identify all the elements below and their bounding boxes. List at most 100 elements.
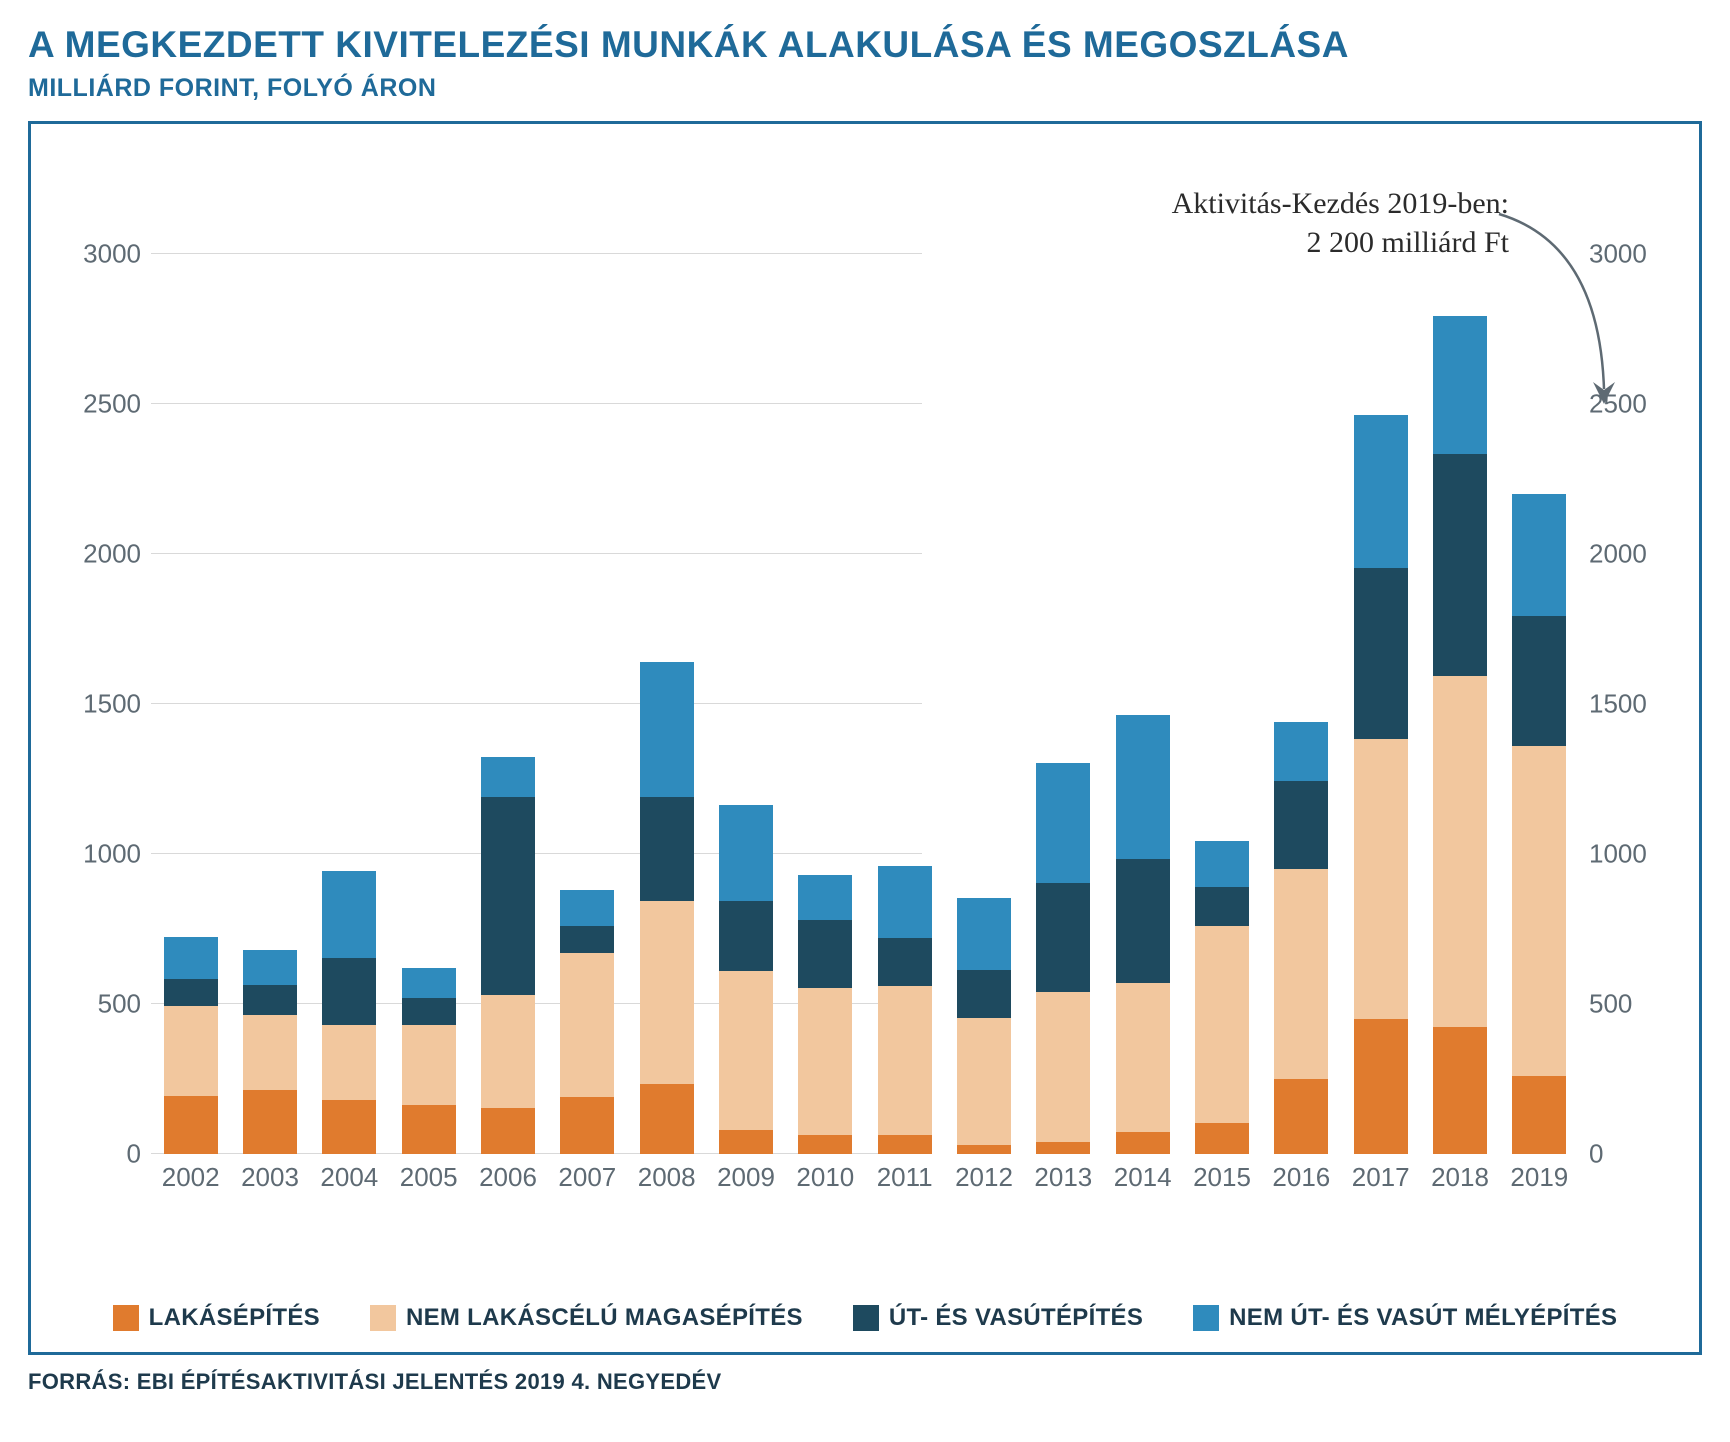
stacked-bar <box>164 937 218 1155</box>
bar-slot <box>1420 194 1499 1154</box>
bar-segment-lakasepites <box>1195 1123 1249 1155</box>
bar-segment-lakasepites <box>481 1108 535 1155</box>
legend-swatch <box>853 1305 879 1331</box>
bar-segment-nem_lakascelu_magasepites <box>878 986 932 1135</box>
bar-segment-lakasepites <box>719 1130 773 1154</box>
bar-segment-ut_es_vasutepites <box>798 920 852 988</box>
annotation-callout: Aktivitás-Kezdés 2019-ben: 2 200 milliár… <box>1172 184 1509 262</box>
bar-slot <box>1341 194 1420 1154</box>
annotation-line1: Aktivitás-Kezdés 2019-ben: <box>1172 187 1509 220</box>
y-tick-right: 1500 <box>1589 689 1659 720</box>
bar-slot <box>1024 194 1103 1154</box>
stacked-bar <box>1433 316 1487 1155</box>
bar-segment-nem_ut_es_vasut_melyepites <box>1036 763 1090 883</box>
bar-segment-nem_ut_es_vasut_melyepites <box>560 890 614 926</box>
bar-segment-lakasepites <box>1354 1019 1408 1154</box>
bar-segment-nem_ut_es_vasut_melyepites <box>402 968 456 998</box>
x-tick-label: 2019 <box>1510 1162 1568 1193</box>
bar-segment-ut_es_vasutepites <box>1354 568 1408 739</box>
legend-label: ÚT- ÉS VASÚTÉPÍTÉS <box>889 1304 1143 1332</box>
bar-segment-ut_es_vasutepites <box>640 797 694 901</box>
bar-segment-lakasepites <box>322 1100 376 1154</box>
bar-segment-lakasepites <box>1433 1027 1487 1155</box>
annotation-line2: 2 200 milliárd Ft <box>1307 226 1510 259</box>
bar-segment-ut_es_vasutepites <box>878 938 932 986</box>
legend-swatch <box>370 1305 396 1331</box>
bar-slot <box>786 194 865 1154</box>
bar-slot <box>389 194 468 1154</box>
legend-item-nem_ut_es_vasut_melyepites: NEM ÚT- ÉS VASÚT MÉLYÉPÍTÉS <box>1193 1304 1617 1332</box>
bar-segment-nem_lakascelu_magasepites <box>640 901 694 1084</box>
legend-label: NEM ÚT- ÉS VASÚT MÉLYÉPÍTÉS <box>1229 1304 1617 1332</box>
y-tick-right: 3000 <box>1589 239 1659 270</box>
x-tick-label: 2004 <box>320 1162 378 1193</box>
bar-segment-nem_ut_es_vasut_melyepites <box>957 898 1011 970</box>
stacked-bar <box>1354 415 1408 1155</box>
x-tick-label: 2016 <box>1272 1162 1330 1193</box>
bar-segment-nem_lakascelu_magasepites <box>1116 983 1170 1132</box>
x-axis-labels: 2002200320042005200620072008200920102011… <box>151 1162 1579 1202</box>
bar-segment-nem_lakascelu_magasepites <box>402 1025 456 1105</box>
stacked-bar <box>481 757 535 1155</box>
bar-segment-nem_lakascelu_magasepites <box>719 971 773 1130</box>
y-tick-right: 0 <box>1589 1139 1659 1170</box>
stacked-bar <box>1274 722 1328 1154</box>
bar-segment-ut_es_vasutepites <box>1116 859 1170 984</box>
y-tick-right: 2000 <box>1589 539 1659 570</box>
legend-item-lakasepites: LAKÁSÉPÍTÉS <box>113 1304 320 1332</box>
x-tick-label: 2006 <box>479 1162 537 1193</box>
stacked-bar <box>798 875 852 1154</box>
bar-segment-ut_es_vasutepites <box>481 797 535 995</box>
bar-segment-nem_lakascelu_magasepites <box>243 1015 297 1090</box>
bar-segment-lakasepites <box>640 1084 694 1155</box>
bar-segment-nem_lakascelu_magasepites <box>164 1006 218 1096</box>
x-tick-label: 2003 <box>241 1162 299 1193</box>
bar-slot <box>230 194 309 1154</box>
bar-segment-lakasepites <box>243 1090 297 1155</box>
bar-slot <box>468 194 547 1154</box>
x-tick-label: 2008 <box>638 1162 696 1193</box>
stacked-bar <box>1512 494 1566 1154</box>
stacked-bar <box>402 968 456 1154</box>
y-tick-left: 3000 <box>71 239 141 270</box>
bar-segment-nem_ut_es_vasut_melyepites <box>322 871 376 958</box>
bar-segment-lakasepites <box>402 1105 456 1155</box>
legend-label: NEM LAKÁSCÉLÚ MAGASÉPÍTÉS <box>406 1304 803 1332</box>
stacked-bar <box>640 662 694 1154</box>
bar-segment-ut_es_vasutepites <box>164 979 218 1006</box>
bar-slot <box>865 194 944 1154</box>
bar-segment-nem_ut_es_vasut_melyepites <box>1274 722 1328 781</box>
bar-slot <box>1103 194 1182 1154</box>
y-tick-right: 1000 <box>1589 839 1659 870</box>
stacked-bar <box>1036 763 1090 1155</box>
bar-slot <box>151 194 230 1154</box>
chart-container: 2002200320042005200620072008200920102011… <box>28 121 1702 1355</box>
bar-segment-ut_es_vasutepites <box>957 970 1011 1018</box>
stacked-bar <box>243 950 297 1154</box>
x-tick-label: 2005 <box>400 1162 458 1193</box>
x-tick-label: 2002 <box>162 1162 220 1193</box>
bar-slot <box>310 194 389 1154</box>
stacked-bar <box>560 890 614 1154</box>
source-text: FORRÁS: EBI ÉPÍTÉSAKTIVITÁSI JELENTÉS 20… <box>28 1369 1702 1395</box>
bar-slot <box>1262 194 1341 1154</box>
bar-segment-nem_lakascelu_magasepites <box>1274 869 1328 1079</box>
bar-segment-ut_es_vasutepites <box>719 901 773 972</box>
bar-slot <box>627 194 706 1154</box>
bar-segment-lakasepites <box>1274 1079 1328 1154</box>
bar-segment-nem_ut_es_vasut_melyepites <box>481 757 535 798</box>
bar-segment-nem_ut_es_vasut_melyepites <box>719 805 773 901</box>
y-tick-left: 500 <box>71 989 141 1020</box>
y-tick-left: 2000 <box>71 539 141 570</box>
bar-segment-nem_lakascelu_magasepites <box>322 1025 376 1100</box>
bar-slot <box>1182 194 1261 1154</box>
stacked-bar <box>878 866 932 1154</box>
bar-segment-nem_lakascelu_magasepites <box>1512 746 1566 1076</box>
stacked-bar <box>1116 715 1170 1155</box>
x-tick-label: 2009 <box>717 1162 775 1193</box>
bar-segment-nem_ut_es_vasut_melyepites <box>1433 316 1487 454</box>
bar-segment-nem_ut_es_vasut_melyepites <box>164 937 218 979</box>
bar-segment-nem_ut_es_vasut_melyepites <box>798 875 852 920</box>
bar-segment-ut_es_vasutepites <box>1274 781 1328 870</box>
x-tick-label: 2013 <box>1034 1162 1092 1193</box>
